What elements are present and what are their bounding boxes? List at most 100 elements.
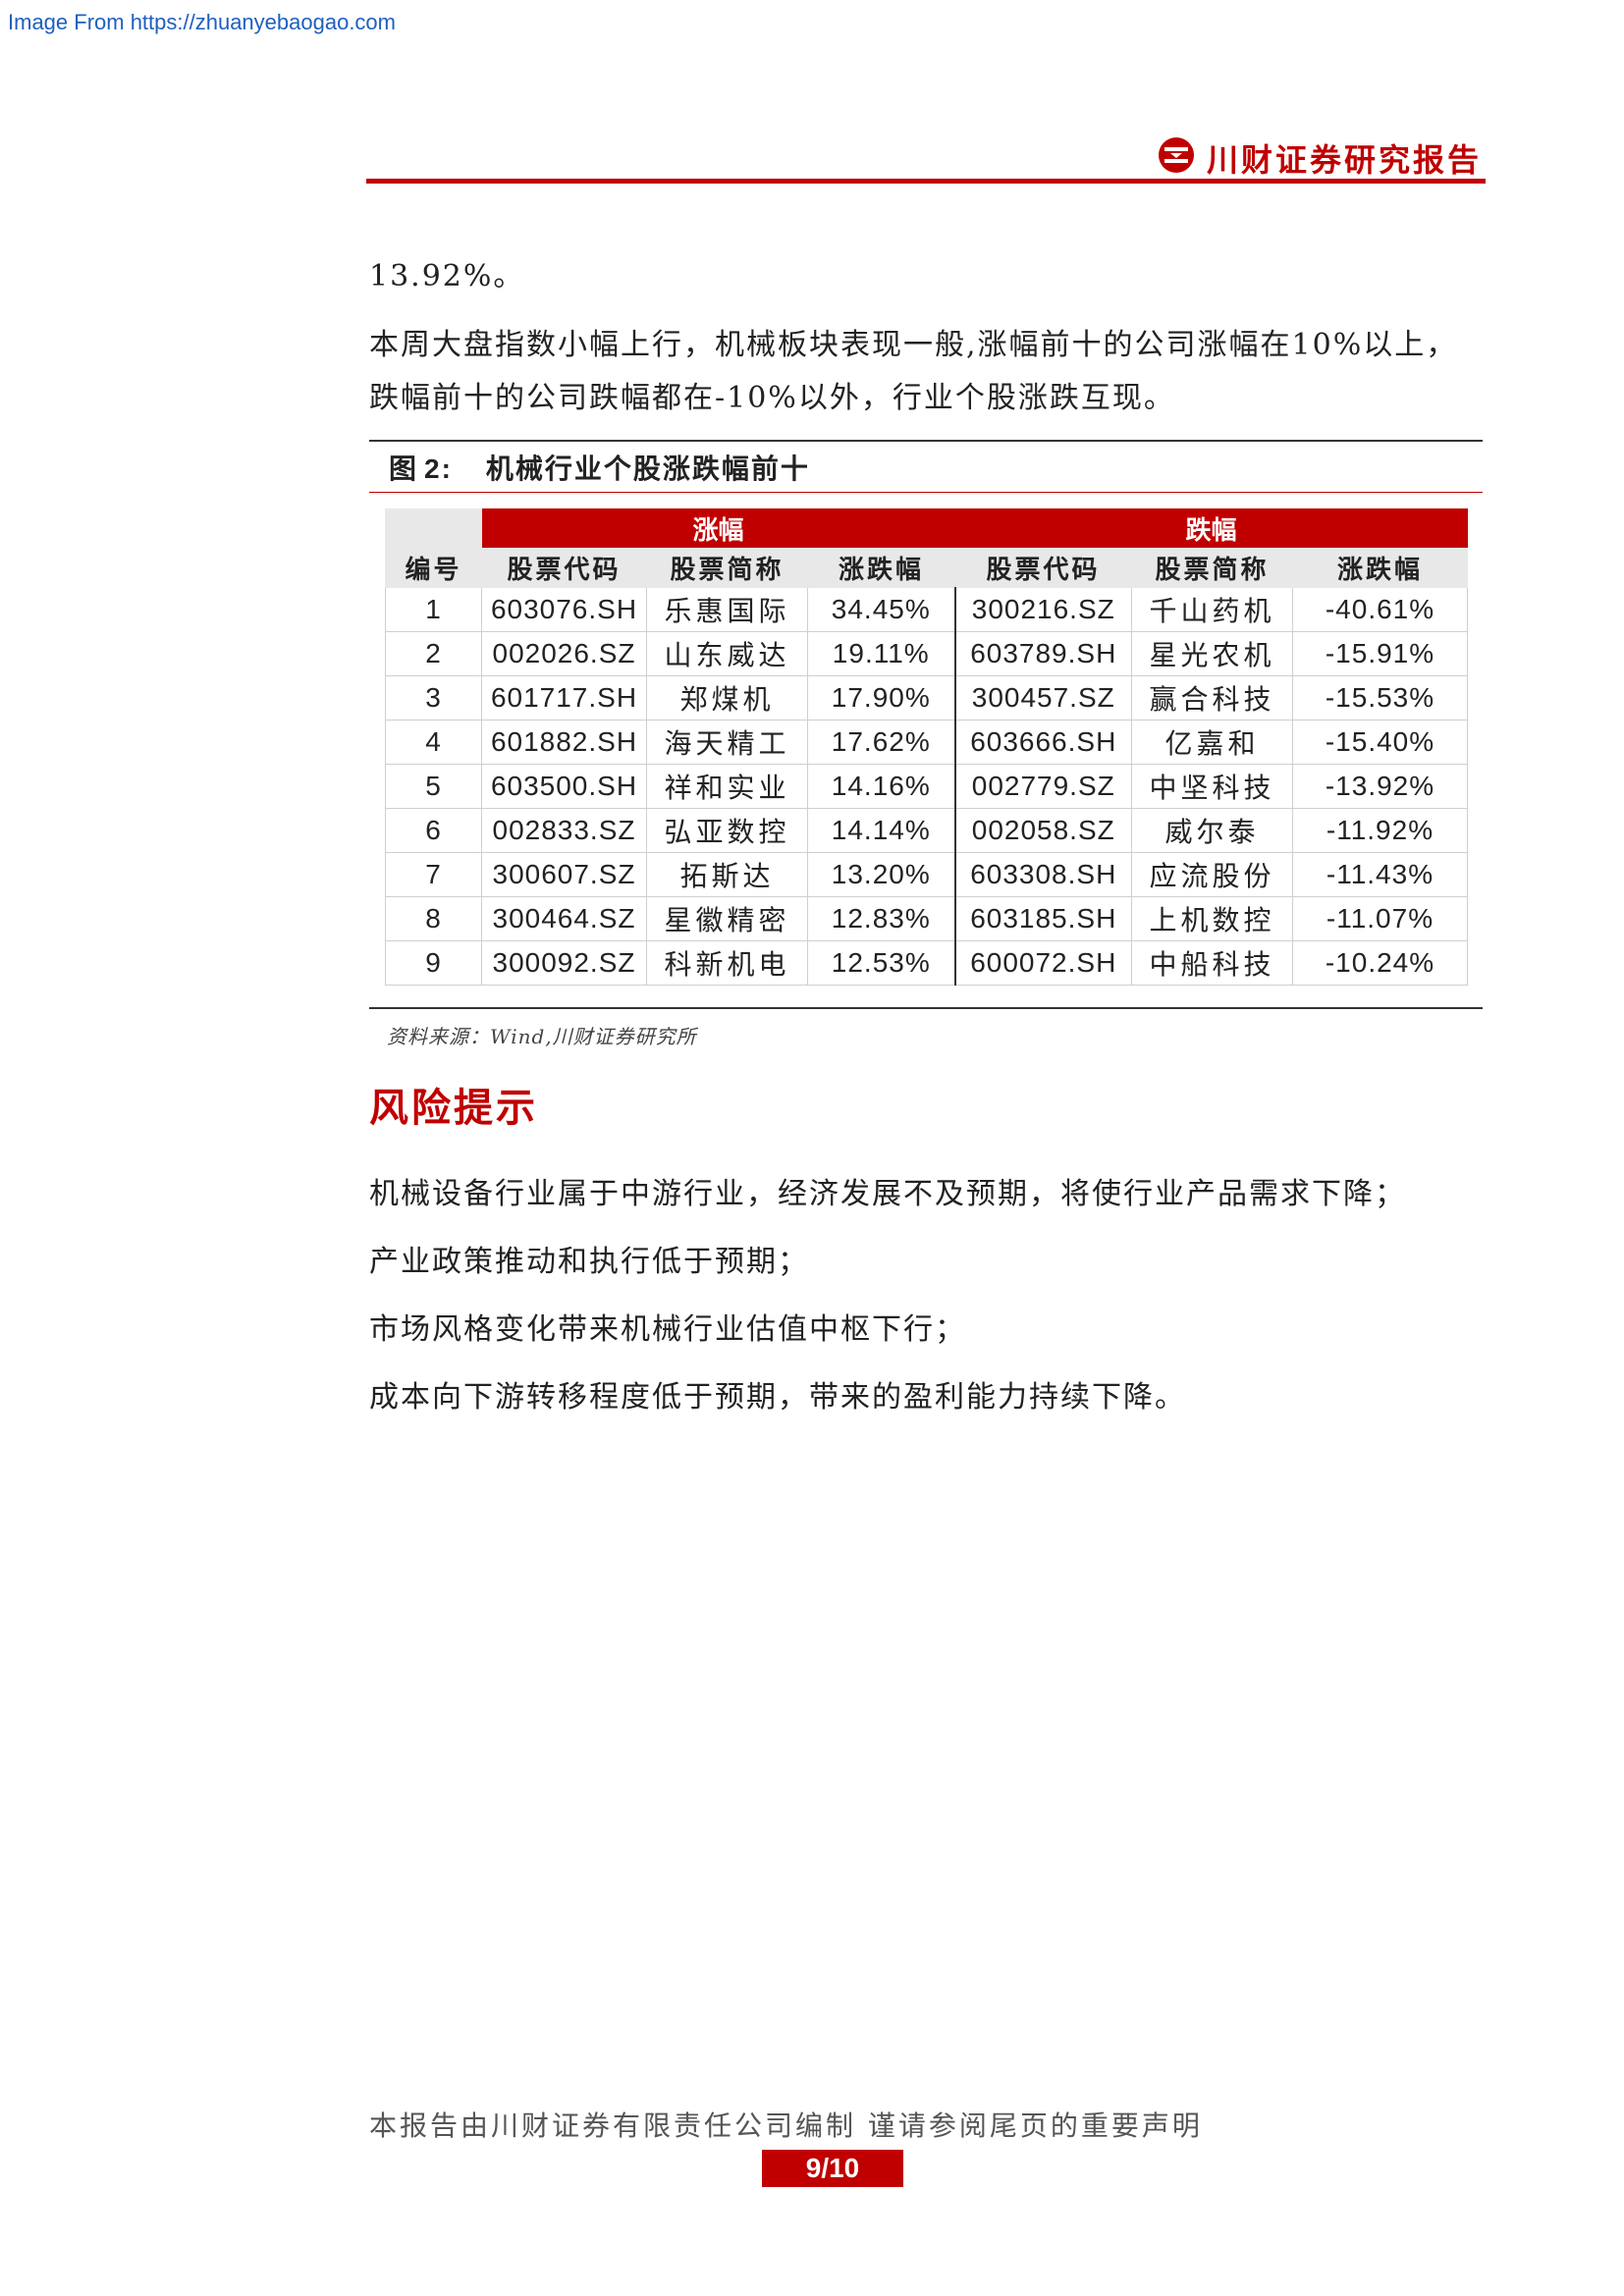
table-row: 6 002833.SZ 弘亚数控 14.14% 002058.SZ 威尔泰 -1…: [385, 808, 1468, 853]
cell-loss-pct: -15.40%: [1292, 720, 1468, 765]
figure-bottom-rule: [369, 1007, 1483, 1009]
col-header-loss-name: 股票简称: [1131, 547, 1293, 588]
table-group-header-row: 涨幅 跌幅: [385, 508, 1468, 548]
cell-loss-pct: -11.92%: [1292, 808, 1468, 853]
cell-index: 1: [385, 587, 482, 632]
cell-loss-name: 赢合科技: [1131, 675, 1293, 721]
cell-gain-pct: 14.14%: [807, 808, 955, 853]
risk-item: 市场风格变化带来机械行业估值中枢下行；: [369, 1312, 966, 1347]
cell-loss-pct: -40.61%: [1292, 587, 1468, 632]
cell-gain-code: 002833.SZ: [481, 808, 647, 853]
cell-index: 5: [385, 764, 482, 809]
cell-loss-code: 300216.SZ: [953, 587, 1132, 632]
cell-gain-code: 601882.SH: [481, 720, 647, 765]
cell-loss-code: 600072.SH: [953, 940, 1132, 986]
cell-index: 4: [385, 720, 482, 765]
figure-title-text: 机械行业个股涨跌幅前十: [485, 453, 810, 485]
cell-index: 2: [385, 631, 482, 676]
cell-loss-code: 300457.SZ: [953, 675, 1132, 721]
table-column-header-row: 编号 股票代码 股票简称 涨跌幅 股票代码 股票简称 涨跌幅: [385, 547, 1468, 588]
table-row: 3 601717.SH 郑煤机 17.90% 300457.SZ 赢合科技 -1…: [385, 675, 1468, 721]
cell-gain-pct: 19.11%: [807, 631, 955, 676]
cell-gain-code: 601717.SH: [481, 675, 647, 721]
cell-index: 8: [385, 896, 482, 941]
cell-gain-name: 山东威达: [646, 631, 808, 676]
group-header-loss: 跌幅: [954, 508, 1468, 548]
cell-loss-pct: -15.91%: [1292, 631, 1468, 676]
stock-change-table: 涨幅 跌幅 编号 股票代码 股票简称 涨跌幅 股票代码 股票简称 涨跌幅 1 6…: [385, 508, 1468, 986]
table-row: 9 300092.SZ 科新机电 12.53% 600072.SH 中船科技 -…: [385, 940, 1468, 986]
cell-index: 3: [385, 675, 482, 721]
cell-loss-name: 千山药机: [1131, 587, 1293, 632]
col-header-gain-name: 股票简称: [646, 547, 808, 588]
cell-loss-name: 星光农机: [1131, 631, 1293, 676]
cell-gain-pct: 14.16%: [807, 764, 955, 809]
figure-number: 2:: [424, 454, 453, 484]
paragraph-continuation: 13.92%。: [369, 259, 525, 294]
paragraph-summary: 本周大盘指数小幅上行，机械板块表现一般,涨幅前十的公司涨幅在10%以上，跌幅前十…: [369, 328, 1458, 415]
cell-gain-name: 海天精工: [646, 720, 808, 765]
col-header-loss-change: 涨跌幅: [1292, 547, 1468, 588]
cell-loss-code: 603308.SH: [953, 852, 1132, 897]
risk-item: 成本向下游转移程度低于预期，带来的盈利能力持续下降。: [369, 1380, 1186, 1415]
cell-gain-pct: 12.53%: [807, 940, 955, 986]
page-number-badge: 9/10: [762, 2150, 903, 2187]
cell-loss-code: 002058.SZ: [953, 808, 1132, 853]
col-header-loss-code: 股票代码: [954, 547, 1132, 588]
cell-loss-pct: -13.92%: [1292, 764, 1468, 809]
cell-gain-code: 002026.SZ: [481, 631, 647, 676]
cell-gain-name: 科新机电: [646, 940, 808, 986]
col-header-gain-change: 涨跌幅: [807, 547, 955, 588]
cell-gain-pct: 13.20%: [807, 852, 955, 897]
cell-gain-name: 星徽精密: [646, 896, 808, 941]
cell-gain-code: 603076.SH: [481, 587, 647, 632]
watermark-text: Image From https://zhuanyebaogao.com: [8, 10, 396, 34]
table-row: 7 300607.SZ 拓斯达 13.20% 603308.SH 应流股份 -1…: [385, 852, 1468, 897]
cell-gain-pct: 17.90%: [807, 675, 955, 721]
risk-list: 机械设备行业属于中游行业，经济发展不及预期，将使行业产品需求下降； 产业政策推动…: [369, 1160, 1479, 1431]
footer-disclaimer: 本报告由川财证券有限责任公司编制 谨请参阅尾页的重要声明: [369, 2109, 1203, 2142]
cell-gain-pct: 17.62%: [807, 720, 955, 765]
cell-loss-name: 上机数控: [1131, 896, 1293, 941]
cell-gain-pct: 12.83%: [807, 896, 955, 941]
cell-loss-pct: -11.43%: [1292, 852, 1468, 897]
cell-gain-name: 乐惠国际: [646, 587, 808, 632]
cell-gain-code: 300092.SZ: [481, 940, 647, 986]
cell-gain-name: 弘亚数控: [646, 808, 808, 853]
cell-loss-pct: -10.24%: [1292, 940, 1468, 986]
header-rule: [366, 179, 1486, 184]
cell-gain-code: 300464.SZ: [481, 896, 647, 941]
col-header-gain-code: 股票代码: [481, 547, 647, 588]
figure-label: 图: [389, 453, 419, 485]
company-logo-icon: [1159, 137, 1194, 173]
figure-title: 图 2: 机械行业个股涨跌幅前十: [389, 448, 810, 487]
cell-loss-pct: -11.07%: [1292, 896, 1468, 941]
cell-loss-name: 亿嘉和: [1131, 720, 1293, 765]
table-row: 8 300464.SZ 星徽精密 12.83% 603185.SH 上机数控 -…: [385, 896, 1468, 941]
cell-gain-code: 603500.SH: [481, 764, 647, 809]
table-row: 1 603076.SH 乐惠国际 34.45% 300216.SZ 千山药机 -…: [385, 587, 1468, 632]
cell-gain-name: 郑煤机: [646, 675, 808, 721]
cell-loss-code: 603185.SH: [953, 896, 1132, 941]
cell-index: 9: [385, 940, 482, 986]
section-title-risk: 风险提示: [369, 1085, 538, 1131]
cell-index: 6: [385, 808, 482, 853]
risk-item: 机械设备行业属于中游行业，经济发展不及预期，将使行业产品需求下降；: [369, 1177, 1406, 1211]
cell-loss-name: 中坚科技: [1131, 764, 1293, 809]
cell-loss-code: 603789.SH: [953, 631, 1132, 676]
header-brand: 川财证券研究报告: [1206, 141, 1482, 179]
figure-source: 资料来源：Wind,川财证券研究所: [387, 1025, 697, 1048]
group-header-gain: 涨幅: [481, 508, 955, 548]
cell-loss-pct: -15.53%: [1292, 675, 1468, 721]
cell-index: 7: [385, 852, 482, 897]
cell-loss-name: 中船科技: [1131, 940, 1293, 986]
group-header-blank: [385, 508, 482, 548]
col-header-index: 编号: [385, 547, 482, 588]
cell-gain-pct: 34.45%: [807, 587, 955, 632]
cell-gain-name: 拓斯达: [646, 852, 808, 897]
risk-item: 产业政策推动和执行低于预期；: [369, 1245, 809, 1279]
cell-gain-code: 300607.SZ: [481, 852, 647, 897]
table-row: 2 002026.SZ 山东威达 19.11% 603789.SH 星光农机 -…: [385, 631, 1468, 676]
cell-loss-name: 应流股份: [1131, 852, 1293, 897]
figure-top-rule: [369, 440, 1483, 442]
